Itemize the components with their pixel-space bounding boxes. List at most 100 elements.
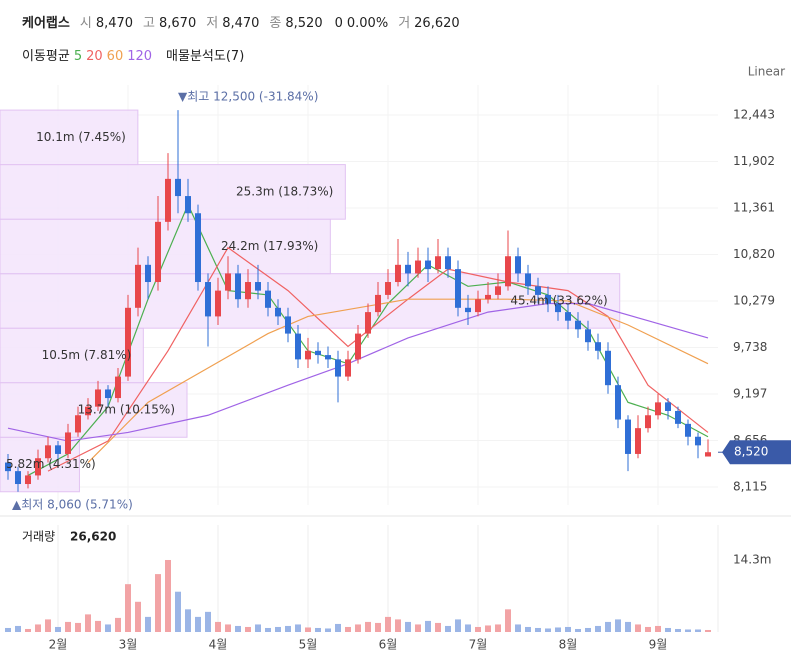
volume-bar <box>635 624 641 632</box>
candle-body <box>665 402 671 411</box>
candle-body <box>575 320 581 330</box>
candle-body <box>235 273 241 300</box>
volume-bar <box>185 609 191 632</box>
volume-bar <box>5 627 11 632</box>
candle-body <box>195 213 201 283</box>
candle-body <box>365 312 371 334</box>
candle-body <box>305 350 311 360</box>
candle-body <box>415 260 421 274</box>
candle-body <box>545 294 551 304</box>
volume-bar <box>645 626 651 632</box>
candle-body <box>315 350 321 356</box>
profile-label: 25.3m (18.73%) <box>236 184 333 198</box>
candle-body <box>135 264 141 308</box>
ma-legend[interactable]: 120 <box>127 49 153 64</box>
x-tick-label: 3월 <box>119 638 138 652</box>
volume-bar <box>695 629 701 632</box>
profile-label: 5.82m (4.31%) <box>6 457 96 471</box>
candle-body <box>375 294 381 313</box>
candle-body <box>565 312 571 321</box>
candle-body <box>185 196 191 214</box>
candle-body <box>395 264 401 283</box>
volume-bar <box>35 624 41 632</box>
volume-bar <box>555 627 561 632</box>
candle-body <box>555 303 561 313</box>
volume-bar <box>195 616 201 632</box>
candle-body <box>705 452 711 457</box>
profile-label: 24.2m (17.93%) <box>221 239 318 253</box>
scale-label: Linear <box>748 65 785 79</box>
y-tick-label: 9,197 <box>733 387 767 401</box>
volume-bar <box>105 624 111 632</box>
y-tick-label: 11,902 <box>733 154 775 168</box>
profile-label: 13.7m (10.15%) <box>78 402 175 416</box>
volume-bar <box>245 626 251 632</box>
volume-bar <box>255 624 261 632</box>
volume-bar <box>55 626 61 632</box>
volume-bar <box>615 619 621 632</box>
volume-bar <box>445 625 451 632</box>
value: 26,620 <box>414 16 460 31</box>
volume-bar <box>665 627 671 632</box>
candle-body <box>495 286 501 295</box>
ma-legend[interactable]: 5 <box>73 49 83 64</box>
volume-bar <box>365 621 371 632</box>
candle-body <box>505 256 511 287</box>
volume-bar <box>625 621 631 632</box>
indicator-label[interactable]: 이동평균 <box>22 49 70 64</box>
volume-bar <box>345 626 351 632</box>
volume-bar <box>515 624 521 632</box>
low-annotation: ▲최저 8,060 (5.71%) <box>12 497 133 511</box>
volume-bar <box>605 621 611 632</box>
candle-body <box>145 264 151 283</box>
candle-body <box>405 264 411 274</box>
volume-bar <box>115 617 121 632</box>
volume-bar <box>485 625 491 632</box>
volume-bar <box>585 627 591 632</box>
volume-bar <box>425 620 431 632</box>
volume-bar <box>575 628 581 632</box>
candle-body <box>605 350 611 386</box>
volume-bar <box>545 628 551 632</box>
candle-body <box>635 428 641 454</box>
volume-bar <box>65 621 71 632</box>
profile-legend[interactable]: 매물분석도(7) <box>166 49 245 64</box>
candle-body <box>55 445 61 454</box>
candle-body <box>45 445 51 459</box>
volume-bar <box>495 624 501 632</box>
profile-label: 45.4m (33.62%) <box>510 293 607 307</box>
y-tick-label: 12,443 <box>733 108 775 122</box>
ma-legend[interactable]: 60 <box>106 49 124 64</box>
candle-body <box>335 359 341 377</box>
candle-body <box>385 282 391 295</box>
candle-body <box>595 342 601 351</box>
volume-bar <box>525 626 531 632</box>
volume-bar <box>685 629 691 632</box>
quote-header: 케어랩스 시 8,470 고 8,670 저 8,470 종 8,520 0 0.00% … <box>22 12 460 31</box>
volume-bar <box>75 622 81 632</box>
volume-bar <box>15 625 21 632</box>
candle-body <box>265 290 271 308</box>
y-tick-label: 9,738 <box>733 340 767 354</box>
volume-bar <box>85 614 91 632</box>
y-tick-label: 11,361 <box>733 201 775 215</box>
candle-body <box>355 333 361 360</box>
candle-body <box>165 178 171 222</box>
candle-body <box>325 355 331 360</box>
candle-body <box>75 415 81 433</box>
stock-name[interactable]: 케어랩스 <box>22 16 70 31</box>
value: 8,520 <box>285 16 323 31</box>
volume-bar <box>285 625 291 632</box>
candle-body <box>205 282 211 317</box>
volume-profile-bar <box>0 164 346 220</box>
candle-body <box>475 299 481 313</box>
x-tick-label: 4월 <box>209 638 228 652</box>
candle-body <box>535 286 541 295</box>
indicator-row: 이동평균 5 20 60 120 매물분석도(7) <box>22 45 244 64</box>
ma-legend[interactable]: 20 <box>86 49 103 64</box>
candle-body <box>155 221 161 283</box>
volume-bar <box>145 616 151 632</box>
volume-bar <box>395 619 401 632</box>
